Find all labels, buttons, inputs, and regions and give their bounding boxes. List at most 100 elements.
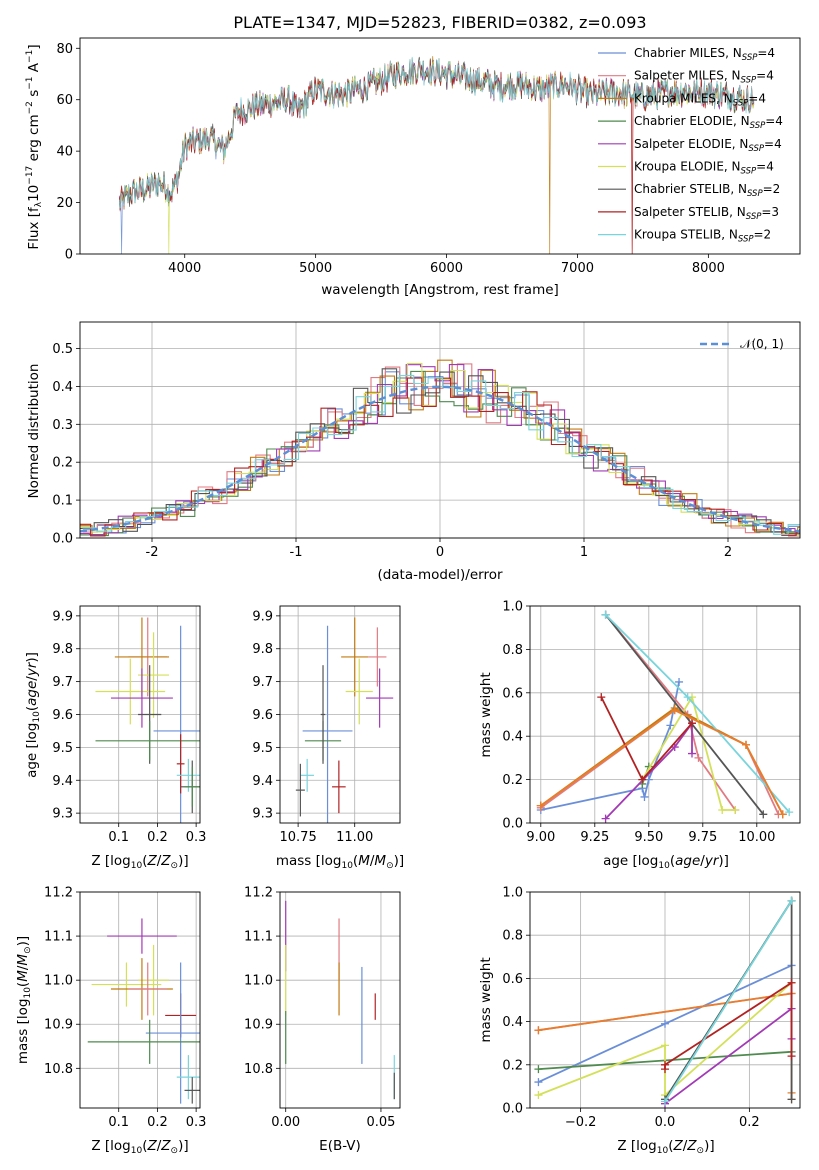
residual-histogram-panel: (data-model)/error Normed distribution -… [26,321,801,583]
x-tick-label: 0.2 [147,830,168,845]
weight-marker [536,801,545,810]
errorbars [285,900,395,1100]
histogram-series [80,370,800,537]
x-tick-label: 5000 [299,261,332,276]
x-tick-label: 7000 [561,261,594,276]
legend-text: Salpeter STELIB, N [634,205,746,219]
weight-lines [536,610,794,823]
weight-marker [787,978,796,987]
legend-sub: SSP [741,76,757,86]
p6-ylabel: mass [log10(M/M⊙)] [15,936,33,1064]
y-tick-label: 10.8 [244,1062,273,1077]
y-tick-label: 9.6 [252,708,273,723]
y-tick-label: 20 [56,196,73,211]
p8-xlabel: Z [log10(Z/Z⊙)] [617,1138,714,1156]
weight-marker [718,805,727,814]
y-tick-label: 10.8 [44,1062,73,1077]
p5-xlabel: age [log10(age/yr)] [603,853,729,871]
y-tick-label: 9.4 [52,774,73,789]
y-tick-label: 10.9 [44,1018,73,1033]
weight-marker [787,896,796,905]
weight-marker [534,1026,543,1035]
y-tick-label: 80 [56,42,73,57]
histogram-ylabel: Normed distribution [26,364,42,499]
y-tick-label: 9.7 [52,675,73,690]
age-vs-mass-panel: mass [log10(M/M⊙)] 10.75 11.00 9.3 9.4 9.5 9.… [252,605,404,871]
p8-ylabel: mass weight [478,957,494,1042]
y-tick-label: 11.0 [44,974,73,989]
x-tick-label: -2 [146,545,159,560]
y-tick-label: 0.4 [502,1015,523,1030]
x-tick-label: 10.75 [280,830,317,845]
axes-frame [79,321,801,539]
weight-marker [601,610,610,619]
y-tick-label: 9.9 [52,609,73,624]
weight-marker [534,1078,543,1087]
y-tick-label: 0 [65,248,73,263]
p7-xlabel: E(B-V) [319,1138,361,1154]
legend-text: Chabrier ELODIE, N [634,114,750,128]
y-tick-label: 0.2 [502,773,523,788]
weight-marker [688,749,696,758]
spectrum-xlabel: wavelength [Angstrom, rest frame] [321,282,559,298]
axes-frame [279,605,401,824]
chart-title: PLATE=1347, MJD=52823, FIBERID=0382, z=0… [233,13,646,32]
y-tick-label: 0.2 [502,1058,523,1073]
axes-frame [79,891,201,1109]
y-tick-label: 0.5 [52,342,73,357]
p6-xlabel: Z [log10(Z/Z⊙)] [91,1138,188,1156]
legend-sub: SSP [750,121,766,131]
grid-layer [280,891,400,1108]
weight-marker [601,814,610,823]
legend-text: Salpeter MILES, N [634,69,741,83]
weight-marker [638,775,647,784]
weight-line [604,614,790,813]
weight-marker [597,693,606,702]
x-tick-label: 1 [580,545,588,560]
legend-entry: Salpeter STELIB, NSSP=3 [634,205,779,222]
legend-sub: SSP [742,53,758,63]
legend-text: Salpeter ELODIE, N [634,137,748,151]
histogram-series [80,368,800,535]
x-tick-label: 0.2 [739,1115,760,1130]
weight-marker [661,1097,669,1106]
legend-text: =4 [764,137,782,151]
x-tick-label: 0.3 [186,1115,207,1130]
weight-line [604,720,693,820]
weight-marker [787,1095,796,1104]
legend-sub: SSP [738,235,754,245]
y-tick-label: 40 [56,145,73,160]
y-tick-label: 1.0 [502,886,523,901]
y-tick-label: 0.4 [502,730,523,745]
axes-frame [79,605,201,824]
grid-layer [80,891,200,1108]
x-tick-label: 9.25 [580,830,609,845]
histogram-xlabel: (data-model)/error [377,567,503,583]
legend-text: Kroupa ELODIE, N [634,160,741,174]
y-tick-label: 9.5 [52,741,73,756]
weight-marker [666,721,675,730]
errorbars [295,617,394,823]
legend-entry: Chabrier MILES, NSSP=4 [634,46,775,63]
x-tick-label: 0.1 [108,1115,129,1130]
legend-sub: SSP [733,98,749,108]
weight-marker [787,1052,796,1061]
legend-entry: Kroupa STELIB, NSSP=2 [634,228,771,245]
y-tick-label: 11.2 [44,886,73,901]
legend-entry: Salpeter ELODIE, NSSP=4 [634,137,782,154]
y-tick-label: 9.6 [52,708,73,723]
p3-xlabel: Z [log10(Z/Z⊙)] [91,853,188,871]
legend-sub: SSP [748,144,764,154]
mass-vs-extinction-panel: E(B-V) 0.00 0.05 10.8 10.9 11.0 11.1 11.2 [244,886,401,1154]
legend-text: =2 [763,182,781,196]
age-vs-metallicity-panel: Z [log10(Z/Z⊙)] age [log10(age/yr)] 0.1 0… [24,605,206,871]
legend-text: =4 [748,91,766,105]
legend-text: Chabrier MILES, N [634,46,742,60]
p5-ylabel: mass weight [478,672,494,757]
axes-frame [279,891,401,1109]
weight-marker [661,1060,669,1069]
y-tick-label: 0.2 [52,456,73,471]
weight-marker [534,1091,543,1100]
